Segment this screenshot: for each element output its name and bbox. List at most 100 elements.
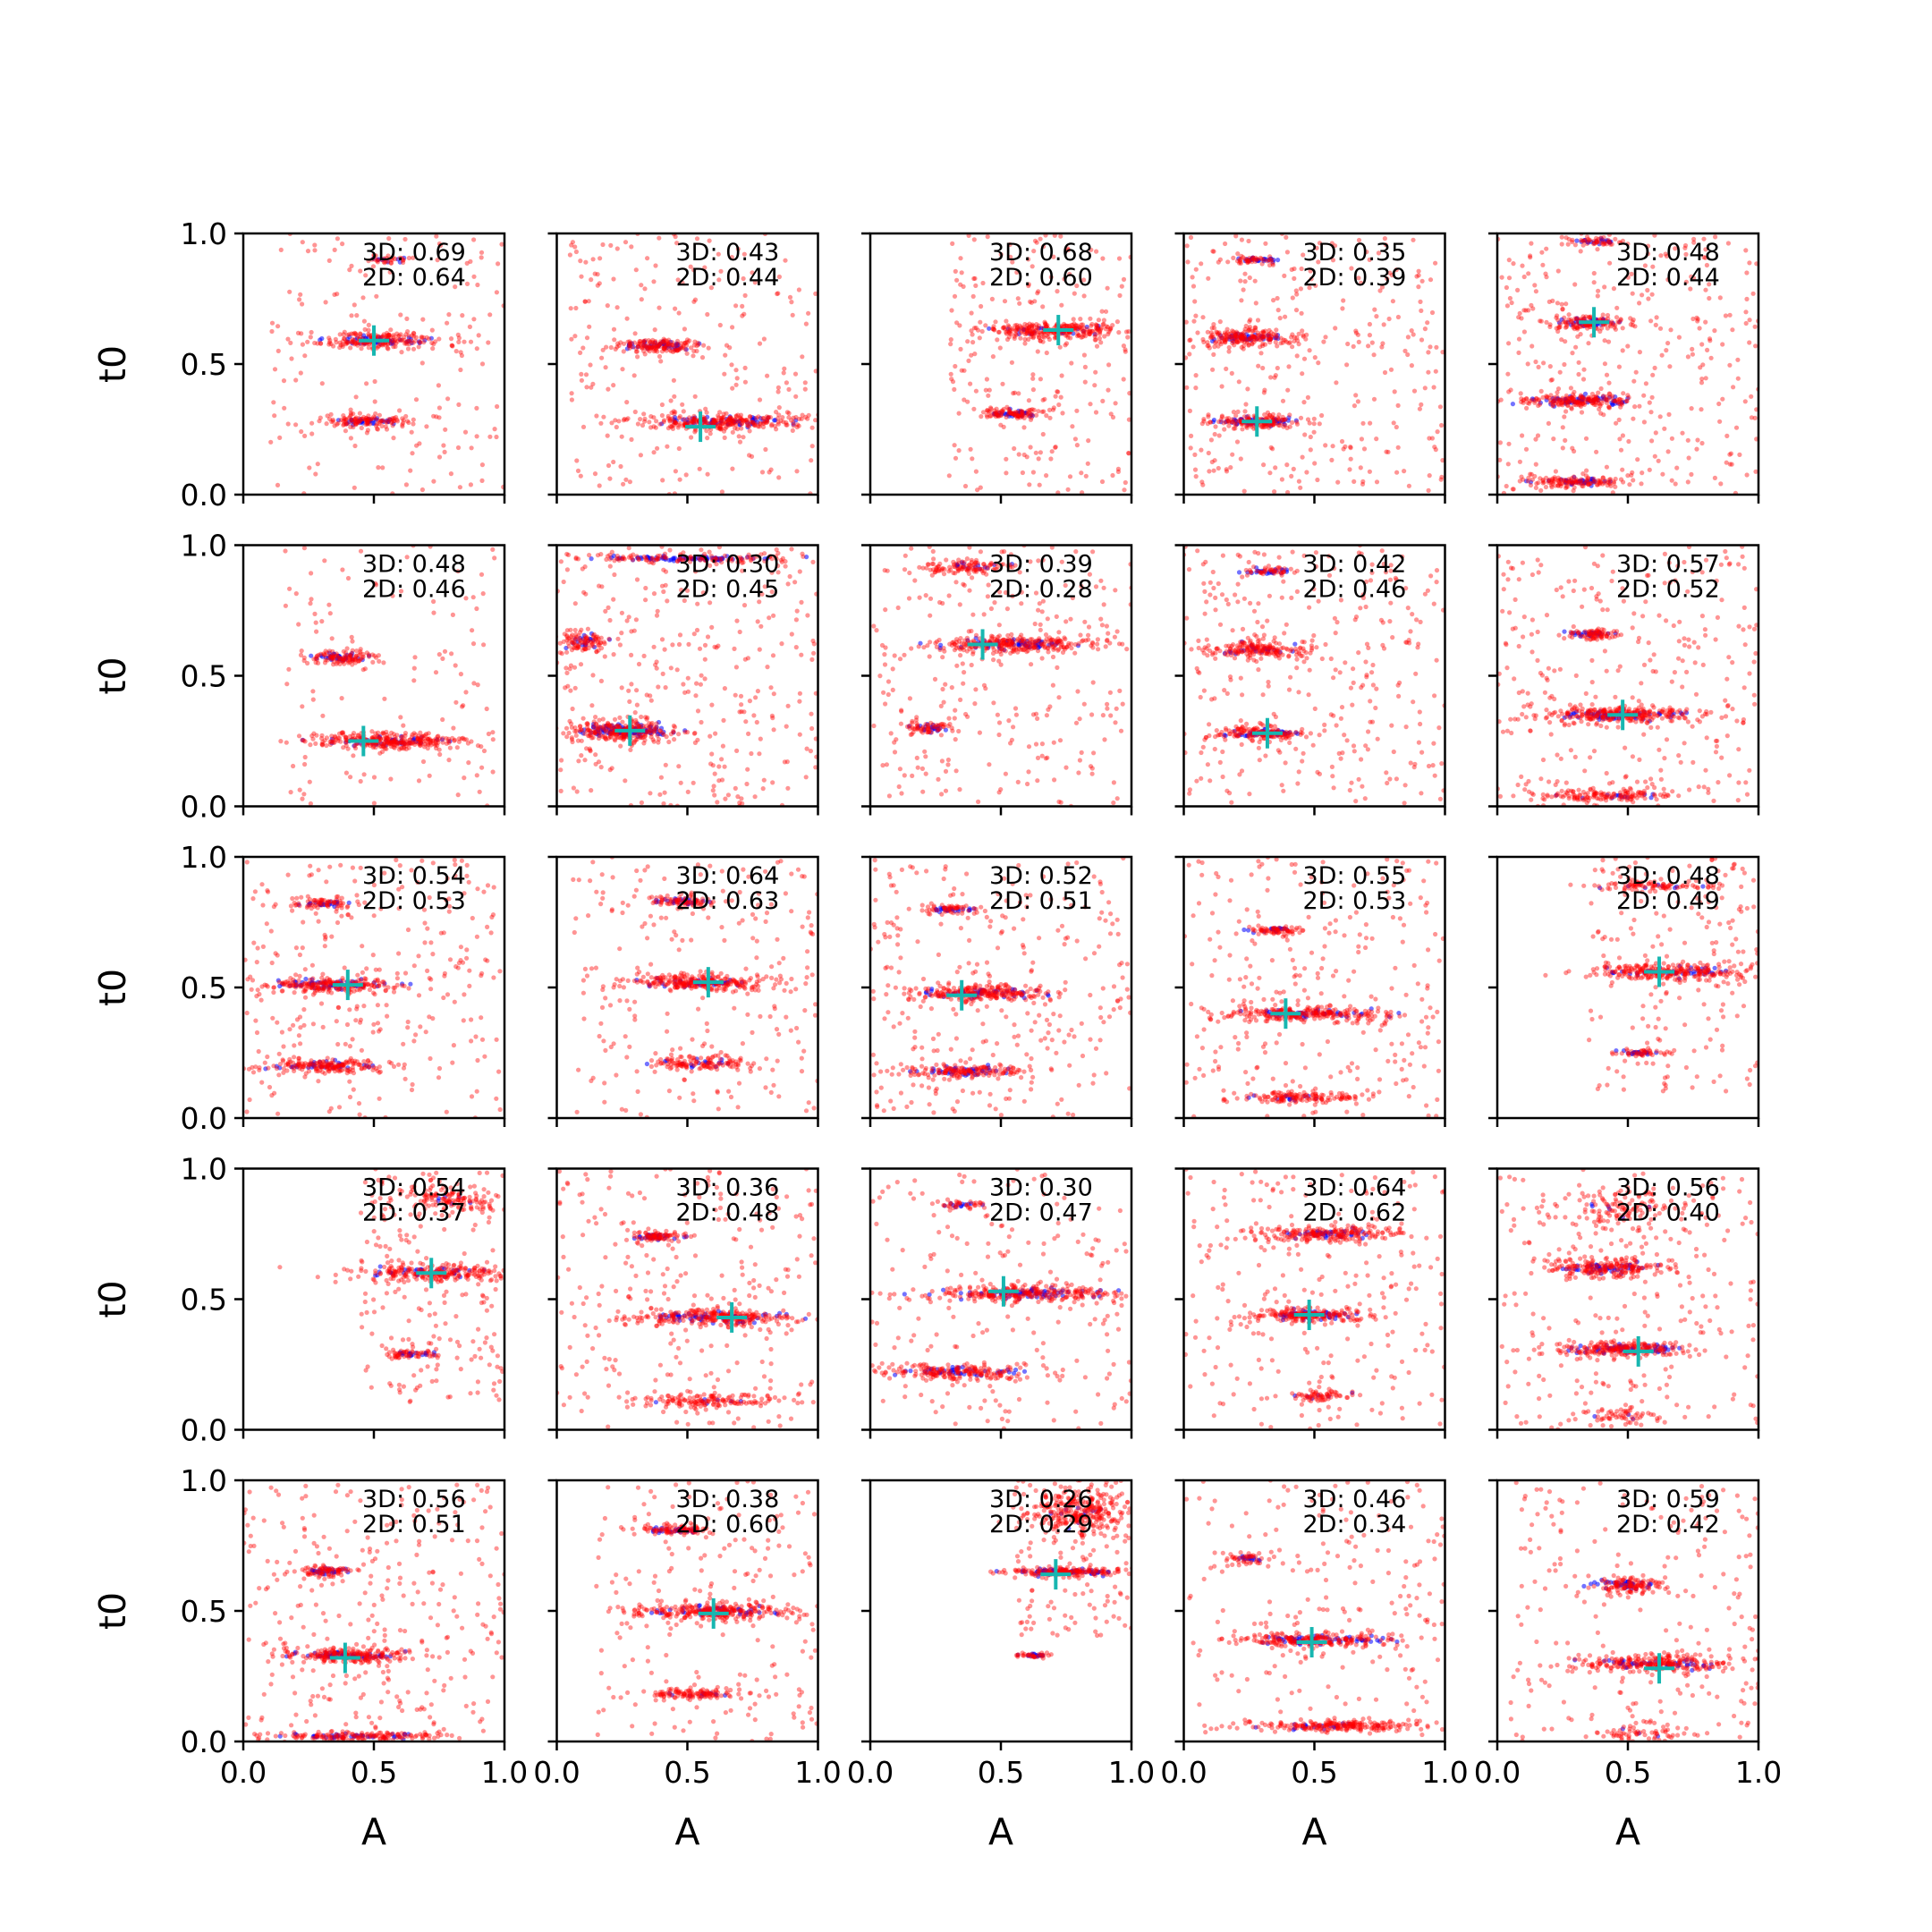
red-point <box>638 417 643 422</box>
red-point <box>335 659 341 665</box>
red-point <box>319 741 325 747</box>
red-point <box>1232 343 1237 348</box>
red-point <box>578 724 583 729</box>
red-point <box>424 335 429 340</box>
red-point <box>1222 337 1227 343</box>
red-point <box>624 417 630 422</box>
red-point <box>673 469 679 474</box>
red-point <box>1225 259 1231 265</box>
red-point <box>1038 338 1043 343</box>
red-point <box>727 420 733 426</box>
red-point <box>1030 331 1035 336</box>
red-point <box>685 689 691 694</box>
red-point <box>1241 255 1246 260</box>
red-point <box>1360 481 1366 487</box>
red-point <box>767 415 774 420</box>
red-point <box>1223 340 1228 345</box>
red-point <box>1701 255 1707 260</box>
red-point <box>1063 333 1069 338</box>
red-point <box>1199 447 1204 453</box>
blue-point <box>702 418 708 423</box>
red-point <box>457 485 462 490</box>
red-point <box>1555 478 1561 483</box>
red-point <box>1215 330 1220 335</box>
red-point <box>1086 438 1091 444</box>
red-point <box>419 733 425 739</box>
red-point <box>375 427 380 432</box>
red-point <box>477 789 482 794</box>
red-point <box>668 398 674 403</box>
red-point <box>1576 360 1581 365</box>
red-point <box>1007 242 1013 247</box>
red-point <box>1284 234 1289 240</box>
red-point <box>582 758 588 763</box>
red-point <box>1580 395 1585 401</box>
red-point <box>300 342 305 347</box>
red-point <box>1043 322 1048 327</box>
red-point <box>364 381 369 386</box>
red-point <box>693 428 699 433</box>
red-point <box>312 611 318 617</box>
blue-point <box>361 341 367 346</box>
red-point <box>1024 326 1030 331</box>
red-point <box>402 737 408 742</box>
red-point <box>350 657 355 662</box>
red-point <box>1690 316 1696 322</box>
red-point <box>1563 478 1570 483</box>
red-point <box>605 303 610 309</box>
red-point <box>614 344 620 350</box>
red-point <box>471 317 477 322</box>
blue-point <box>592 644 597 650</box>
red-point <box>1253 337 1258 343</box>
red-point <box>1562 315 1567 320</box>
red-point <box>1030 264 1035 269</box>
red-point <box>1632 324 1638 329</box>
red-point <box>641 734 648 740</box>
red-point <box>1563 400 1568 405</box>
red-point <box>1267 336 1273 342</box>
red-point <box>326 342 332 347</box>
red-point <box>1251 336 1257 342</box>
red-point <box>1246 413 1251 419</box>
red-point <box>673 420 679 426</box>
red-point <box>398 312 403 318</box>
red-point <box>744 418 750 423</box>
red-point <box>1250 334 1257 339</box>
red-point <box>968 446 973 452</box>
red-point <box>741 311 747 317</box>
red-point <box>1089 328 1095 334</box>
blue-point <box>300 737 306 742</box>
red-point <box>1051 254 1056 259</box>
red-point <box>1727 362 1733 368</box>
red-point <box>1241 346 1246 352</box>
red-point <box>1280 398 1286 403</box>
red-point <box>606 735 612 741</box>
red-point <box>1093 337 1098 343</box>
red-point <box>429 327 435 333</box>
red-point <box>1031 249 1037 254</box>
red-point <box>365 421 370 427</box>
red-point <box>411 678 417 683</box>
red-point <box>326 416 333 421</box>
red-point <box>1038 236 1043 242</box>
red-point <box>589 277 594 283</box>
red-point <box>1664 253 1669 258</box>
red-point <box>1294 335 1300 341</box>
blue-point <box>439 737 445 742</box>
truth-plus-marker <box>1043 315 1074 346</box>
red-point <box>1026 410 1031 415</box>
red-point <box>435 738 440 743</box>
red-point <box>1191 318 1197 324</box>
red-point <box>415 736 420 741</box>
red-point <box>433 670 439 675</box>
red-point <box>1230 334 1235 339</box>
red-point <box>1743 320 1749 326</box>
red-point <box>623 240 629 245</box>
blue-point <box>1563 396 1568 402</box>
red-point <box>619 610 625 615</box>
red-point <box>1574 325 1580 330</box>
red-point <box>1192 467 1199 472</box>
red-point <box>720 421 725 427</box>
red-point <box>1093 332 1098 337</box>
red-point <box>588 748 593 753</box>
